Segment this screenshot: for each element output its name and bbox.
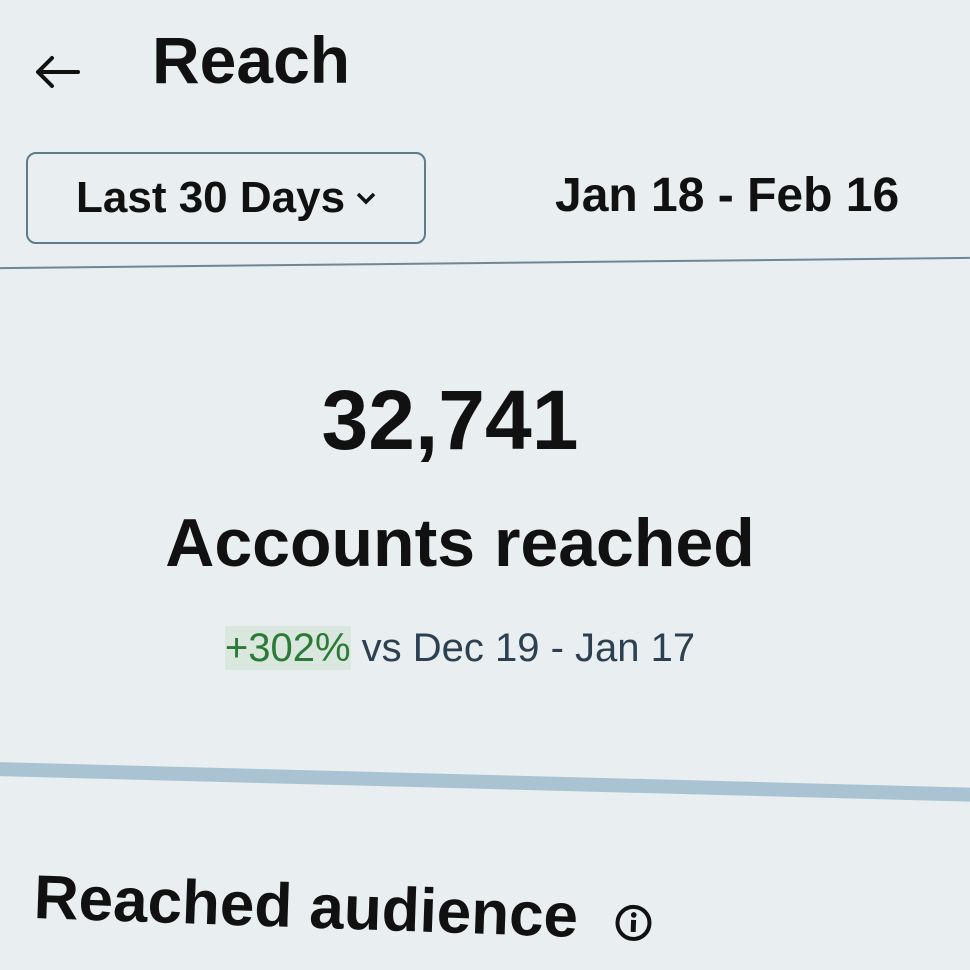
- range-label: Last 30 Days: [76, 173, 346, 222]
- divider: [0, 256, 970, 270]
- change-percent: +302%: [224, 626, 351, 670]
- section-title: Reached audience: [32, 863, 580, 951]
- range-dropdown[interactable]: Last 30 Days: [26, 152, 426, 244]
- date-range: Jan 18 - Feb 16: [555, 169, 900, 218]
- info-icon[interactable]: [612, 902, 653, 943]
- comparison-period: vs Dec 19 - Jan 17: [361, 626, 696, 670]
- section-heading: Reached audience: [33, 862, 655, 955]
- page-title: Reach: [152, 23, 351, 97]
- chevron: [356, 192, 376, 205]
- metric-value: 32,741: [321, 373, 579, 467]
- metric-label: Accounts reached: [165, 505, 755, 581]
- comparison: +302% vs Dec 19 - Jan 17: [0, 626, 920, 671]
- back-button[interactable]: [32, 52, 82, 92]
- section-divider: [0, 761, 970, 803]
